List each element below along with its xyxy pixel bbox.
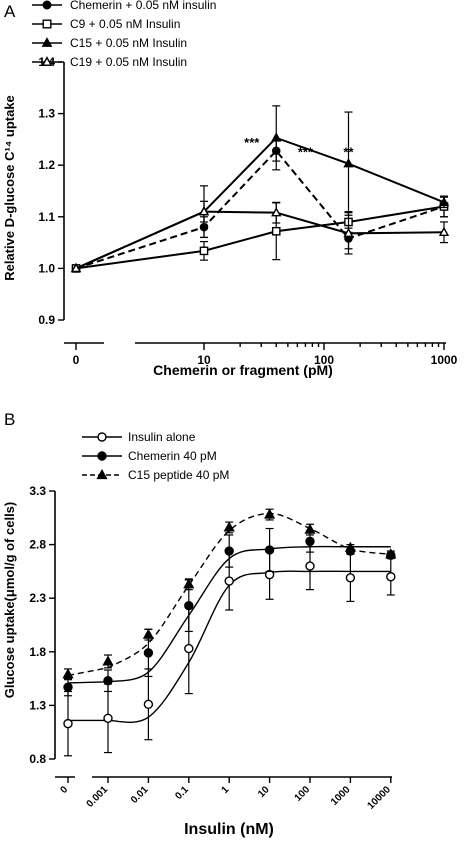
panel-a-legend-label: C15 + 0.05 nM Insulin: [70, 36, 187, 50]
panel-a-label: A: [4, 2, 16, 21]
panel-a-y-tick-label: 1.3: [38, 107, 55, 121]
panel-b-data-point: [143, 699, 154, 710]
panel-a-series-line-0: [75, 149, 445, 270]
panel-b-data-point: [264, 508, 276, 519]
panel-a-data-point: [271, 207, 282, 217]
panel-b-data-point: [223, 521, 235, 532]
panel-a-legend-marker: [42, 19, 52, 29]
panel-b-label: B: [4, 410, 15, 429]
panel-b-data-point: [103, 676, 113, 686]
panel-a-data-point: [438, 196, 450, 207]
panel-b-data-point: [143, 648, 154, 658]
panel-b-data-point: [103, 713, 113, 723]
panel-a-series-line-2: [75, 136, 445, 270]
panel-b-data-point: [62, 668, 74, 679]
panel-a-legend-label: C9 + 0.05 nM Insulin: [70, 17, 180, 31]
panel-b-data-point: [184, 601, 194, 611]
panel-b-plot: 0.8 1.3 1.8 2.3 2.8 3.3 0 0.001 0.01 0.1 1 10 100 100…: [29, 430, 397, 812]
panel-b-data-point: [386, 572, 396, 582]
panel-a-legend-marker: [41, 37, 53, 47]
panel-b-data-point: [183, 578, 195, 589]
panel-a-x-tick-label: 1000: [431, 353, 458, 367]
panel-a-data-point: [343, 227, 354, 238]
panel-b-x-tick-label: 10: [256, 784, 272, 800]
panel-a-y-tick-label: 1.2: [38, 158, 55, 172]
panel-b-y-tick-label: 1.3: [29, 698, 46, 712]
panel-b-data-point: [63, 682, 73, 692]
panel-b-x-tick-label: 0.1: [173, 784, 191, 802]
panel-a-data-point: [343, 158, 354, 168]
panel-b-x-tick-label: 1000: [329, 784, 353, 808]
panel-a-significance-label: ***: [298, 144, 314, 159]
panel-b-x-tick-label: 10000: [365, 784, 393, 812]
panel-b-legend-label: C15 peptide 40 pM: [128, 468, 229, 482]
panel-b-x-tick-label: 100: [293, 784, 313, 804]
panel-b-data-point: [142, 628, 154, 639]
panel-a-y-tick-label: 0.9: [38, 313, 55, 327]
panel-b-x-tick-label: 0.01: [129, 784, 151, 806]
panel-a-data-point: [198, 206, 210, 216]
panel-b-y-axis-title: Glucose uptake(μmol/g of cells): [2, 502, 17, 699]
panel-b-legend-label: Chemerin 40 pM: [128, 449, 217, 463]
panel-a-x-tick-label: 0: [73, 353, 80, 367]
panel-b-data-point: [224, 546, 234, 556]
panel-a-plot: 0.91.01.11.21.31.40101001000********Chem…: [32, 0, 458, 367]
panel-a-significance-label: **: [343, 144, 354, 159]
panel-b-y-tick-label: 2.3: [29, 591, 46, 605]
panel-b-x-tick-label: 0.001: [85, 784, 111, 810]
panel-b-data-point: [264, 545, 275, 555]
panel-a-data-point: [271, 132, 282, 142]
panel-a-data-point: [438, 226, 450, 237]
panel-a-y-tick-label: 1.1: [38, 210, 55, 224]
panel-a-data-point: [70, 262, 82, 273]
panel-b-y-tick-label: 1.8: [29, 645, 46, 659]
panel-b-data-point: [345, 573, 356, 583]
panel-b-x-tick-label: 1: [220, 784, 232, 796]
panel-b-series-fit-curve-2: [67, 512, 391, 677]
panel-b-data-point: [305, 561, 315, 571]
panel-a-significance-label: ***: [244, 135, 260, 150]
panel-b-series-fit-curve-0: [68, 570, 391, 724]
panel-a-y-axis-title: Relative D-glucose C¹⁴ uptake: [2, 95, 17, 281]
panel-a-x-tick-label: 100: [314, 353, 334, 367]
panel-b-data-point: [305, 536, 315, 547]
panel-b-y-tick-label: 2.8: [29, 538, 46, 552]
panel-a-data-point: [199, 246, 209, 256]
panel-b-data-point: [385, 548, 397, 559]
panel-a-x-axis-title: Chemerin or fragment (pM): [153, 362, 333, 378]
panel-b-data-point: [63, 718, 73, 729]
panel-b-legend-marker: [97, 432, 107, 442]
panel-b-data-point: [304, 523, 316, 534]
panel-b-legend-marker: [97, 451, 107, 461]
panel-a-x-tick-label: 10: [197, 353, 211, 367]
panel-b-x-tick-label: 0: [58, 784, 70, 796]
panel-a-data-point: [271, 226, 281, 236]
panel-b-data-point: [224, 576, 234, 586]
panel-b-legend-label: Insulin alone: [128, 430, 196, 444]
panel-b-legend-marker: [96, 468, 108, 480]
panel-b-data-point: [102, 655, 114, 666]
panel-b-data-point: [344, 541, 356, 552]
panel-a-legend-marker: [41, 56, 53, 66]
panel-b-data-point: [184, 643, 194, 654]
panel-b-y-tick-label: 3.3: [29, 484, 46, 498]
panel-a-y-tick-label: 1.0: [38, 261, 55, 275]
panel-a-legend-marker: [42, 0, 52, 10]
panel-b-x-axis-title: Insulin (nM): [184, 821, 274, 838]
panel-a-legend-label: C19 + 0.05 nM Insulin: [70, 55, 187, 69]
panel-a-series-line-1: [75, 205, 445, 270]
panel-b-y-tick-label: 0.8: [29, 752, 46, 766]
panel-a-legend-label: Chemerin + 0.05 nM insulin: [70, 0, 216, 12]
